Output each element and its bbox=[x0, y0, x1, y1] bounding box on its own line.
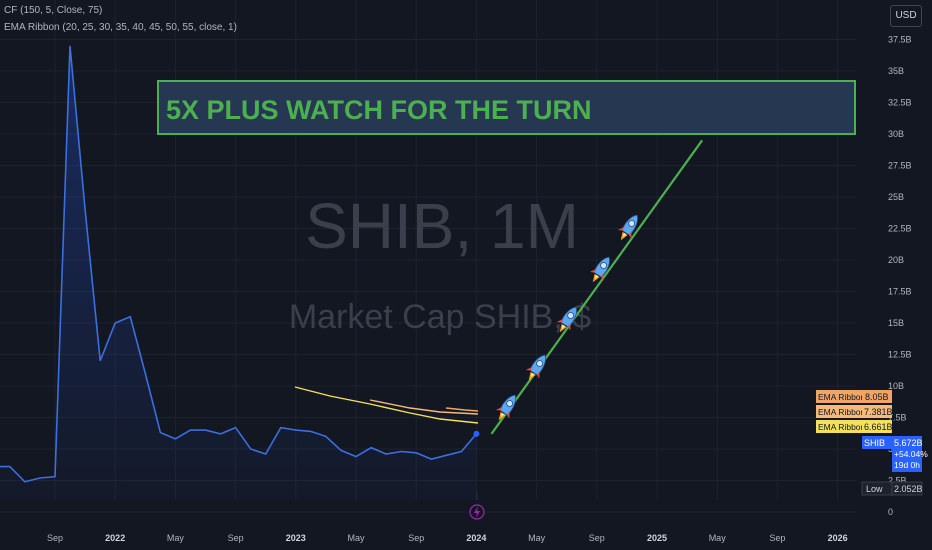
y-tick-label: 10B bbox=[888, 381, 904, 391]
market-cap-line bbox=[0, 45, 478, 483]
watermark-symbol: SHIB, 1M bbox=[305, 190, 579, 262]
ema-label-ma1: EMA Ribbon::MA-1 6.661B bbox=[816, 420, 893, 433]
x-tick-label: May bbox=[347, 533, 365, 543]
y-tick-label: 25B bbox=[888, 192, 904, 202]
ema-label-ma2-value: 7.381B bbox=[864, 407, 893, 417]
ema-label-ma3-name: EMA Ribbon::MA-3 bbox=[818, 392, 891, 402]
ema-label-ma2-name-bg bbox=[816, 405, 862, 418]
price-label[interactable]: SHIB 5.672B +54.04% 19d 0h bbox=[862, 436, 928, 472]
price-value: 5.672B bbox=[894, 438, 923, 448]
ema-label-ma1-name-bg bbox=[816, 420, 862, 433]
low-value-bg bbox=[891, 481, 923, 496]
y-tick-label: 17.5B bbox=[888, 287, 912, 297]
price-symbol: SHIB bbox=[864, 438, 885, 448]
x-axis[interactable]: Sep 2022 May Sep 2023 May Sep 2024 May Sep 2025 May… bbox=[47, 533, 848, 543]
y-tick-label: 22.5B bbox=[888, 224, 912, 234]
y-tick-label: 35B bbox=[888, 66, 904, 76]
ema-label-ma3-value: 8.05B bbox=[865, 392, 889, 402]
price-countdown: 19d 0h bbox=[894, 460, 920, 470]
ema-ribbon-lines bbox=[294, 386, 479, 424]
x-tick-label: Sep bbox=[408, 533, 424, 543]
ema-line-3 bbox=[445, 407, 479, 412]
y-tick-label: 0 bbox=[888, 507, 893, 517]
x-tick-label: 2025 bbox=[647, 533, 667, 543]
ema-line-1 bbox=[294, 386, 479, 424]
low-value: 2.052B bbox=[894, 484, 923, 494]
y-tick-label: 12.5B bbox=[888, 350, 912, 360]
annotation-text: 5X PLUS WATCH FOR THE TURN bbox=[166, 95, 592, 125]
x-tick-label: Sep bbox=[228, 533, 244, 543]
price-change: +54.04% bbox=[894, 449, 928, 459]
low-label: Low 2.052B bbox=[861, 481, 923, 496]
currency-button[interactable]: USD bbox=[890, 5, 922, 27]
price-value-bg bbox=[892, 436, 922, 472]
x-tick-label: 2022 bbox=[105, 533, 125, 543]
ema-label-ma2-name: EMA Ribbon::MA-2 bbox=[818, 407, 891, 417]
y-tick-label: 32.5B bbox=[888, 98, 912, 108]
ema-label-ma3-name-bg bbox=[816, 390, 862, 403]
x-tick-label: Sep bbox=[47, 533, 63, 543]
y-tick-label: 27.5B bbox=[888, 161, 912, 171]
x-tick-label: 2026 bbox=[828, 533, 848, 543]
price-symbol-bg bbox=[862, 436, 892, 449]
y-axis[interactable]: 02.5B5B7.5B10B12.5B15B17.5B20B22.5B25B27… bbox=[888, 35, 912, 518]
ema-label-ma2: EMA Ribbon::MA-2 7.381B bbox=[816, 405, 893, 418]
y-tick-label: 7.5B bbox=[888, 413, 907, 423]
ema-label-ma1-value: 6.661B bbox=[864, 422, 893, 432]
y-tick-label: 15B bbox=[888, 318, 904, 328]
ema-labels: EMA Ribbon::MA-3 8.05B EMA Ribbon::MA-2 … bbox=[816, 390, 893, 433]
indicator-cf-legend[interactable]: CF (150, 5, Close, 75) bbox=[4, 5, 103, 16]
projection-line bbox=[490, 139, 704, 435]
annotation-box[interactable] bbox=[157, 80, 856, 135]
lightning-icon bbox=[474, 506, 480, 518]
market-cap-area bbox=[0, 45, 477, 500]
ema-label-ma1-value-bg bbox=[862, 420, 892, 433]
ema-label-ma1-name: EMA Ribbon::MA-1 bbox=[818, 422, 891, 432]
y-tick-label: 2.5B bbox=[888, 476, 907, 486]
y-tick-label: 20B bbox=[888, 255, 904, 265]
x-tick-label: Sep bbox=[769, 533, 785, 543]
ema-label-ma2-value-bg bbox=[862, 405, 892, 418]
x-tick-label: May bbox=[709, 533, 727, 543]
low-label-text: Low bbox=[866, 484, 883, 494]
indicator-ema-ribbon-legend[interactable]: EMA Ribbon (20, 25, 30, 35, 40, 45, 50, … bbox=[4, 22, 237, 33]
x-tick-label: May bbox=[167, 533, 185, 543]
x-tick-label: Sep bbox=[589, 533, 605, 543]
x-tick-label: 2023 bbox=[286, 533, 306, 543]
ema-label-ma3: EMA Ribbon::MA-3 8.05B bbox=[816, 390, 892, 403]
rocket-icon bbox=[491, 390, 523, 426]
x-tick-label: 2024 bbox=[466, 533, 486, 543]
ema-label-ma3-value-bg bbox=[862, 390, 892, 403]
x-tick-label: May bbox=[528, 533, 546, 543]
y-tick-label: 30B bbox=[888, 129, 904, 139]
ema-line-2 bbox=[369, 399, 479, 415]
watermark-subtitle: Market Cap SHIB, $ bbox=[289, 298, 591, 336]
last-point-dot bbox=[473, 430, 480, 437]
y-tick-label: 37.5B bbox=[888, 35, 912, 45]
